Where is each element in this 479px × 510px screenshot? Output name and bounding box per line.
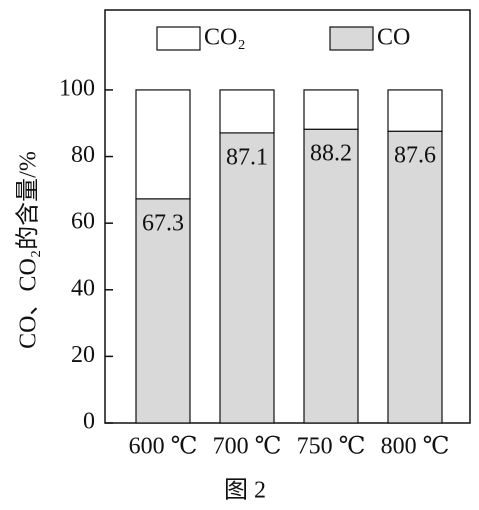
x-tick-label: 750 ℃	[297, 434, 366, 460]
bar-segment	[303, 128, 359, 424]
bar-segment	[387, 89, 443, 132]
data-label: 67.3	[142, 210, 184, 236]
y-tick-label: 0	[83, 409, 95, 435]
bar-segment	[303, 89, 359, 130]
bar-segment	[135, 89, 191, 200]
y-tick-label: 80	[71, 142, 95, 168]
y-axis-label: CO、CO₂的含量/%	[15, 151, 42, 349]
bar-segment	[219, 89, 275, 134]
y-tick-label: 20	[71, 342, 95, 368]
data-label: 87.6	[394, 143, 436, 169]
caption: 图 2	[224, 478, 266, 504]
data-label: 88.2	[310, 141, 352, 167]
x-tick-label: 800 ℃	[381, 434, 450, 460]
y-tick-label: 60	[71, 209, 95, 235]
data-label: 87.1	[226, 144, 268, 170]
plot-frame	[104, 9, 471, 424]
y-tick-label: 100	[59, 75, 95, 101]
x-tick-label: 700 ℃	[213, 434, 282, 460]
bar-segment	[387, 130, 443, 424]
y-tick-label: 40	[71, 275, 95, 301]
legend-label: CO₂	[204, 25, 246, 51]
x-tick-label: 600 ℃	[129, 434, 198, 460]
legend-label: CO	[377, 25, 410, 51]
bar-segment	[219, 132, 275, 424]
legend-swatch	[329, 26, 374, 51]
legend-swatch	[156, 26, 201, 51]
